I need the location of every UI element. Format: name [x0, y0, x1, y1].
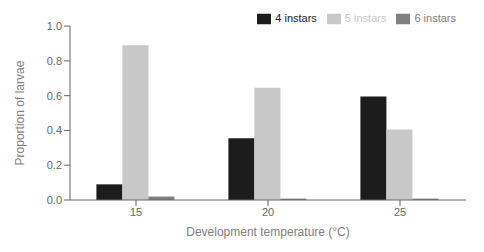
svg-text:20: 20: [262, 206, 274, 218]
html-text:6 instars: 6 instars: [414, 12, 456, 24]
html-text:5 instars: 5 instars: [344, 12, 387, 24]
svg-text:0.4: 0.4: [47, 124, 62, 136]
html-text:4 instars: 4 instars: [275, 12, 317, 24]
svg-text:Proportion of larvae: Proportion of larvae: [13, 60, 27, 165]
svg-text:0.2: 0.2: [47, 159, 62, 171]
svg-text:Development temperature (°C): Development temperature (°C): [186, 225, 350, 239]
svg-text:0.6: 0.6: [47, 90, 62, 102]
svg-text:0.0: 0.0: [47, 194, 62, 206]
svg-text:0.8: 0.8: [47, 55, 62, 67]
svg-text:15: 15: [130, 206, 142, 218]
svg-text:25: 25: [394, 206, 406, 218]
svg-text:1.0: 1.0: [47, 20, 62, 32]
